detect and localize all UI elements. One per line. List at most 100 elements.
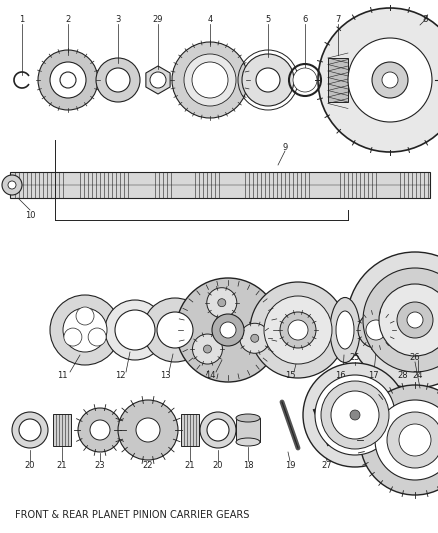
Circle shape [387,412,438,468]
Circle shape [388,318,412,342]
Ellipse shape [336,311,354,349]
Circle shape [251,334,259,342]
Circle shape [331,391,379,439]
Text: 22: 22 [143,461,153,470]
Circle shape [256,68,280,92]
Circle shape [54,66,82,94]
Text: 4: 4 [207,15,212,25]
Ellipse shape [236,414,260,422]
Circle shape [315,375,395,455]
Text: 18: 18 [243,461,253,470]
Circle shape [157,312,193,348]
Circle shape [204,345,212,353]
Circle shape [288,320,308,340]
Circle shape [382,72,398,88]
Text: 5: 5 [265,15,271,25]
Bar [181,414,199,446]
Circle shape [78,408,122,452]
Bar [348,72,356,88]
Circle shape [250,282,346,378]
Circle shape [184,54,236,106]
Circle shape [321,381,389,449]
Circle shape [379,284,438,356]
Text: 6: 6 [302,15,307,25]
Circle shape [106,68,130,92]
Circle shape [218,298,226,306]
Circle shape [242,54,294,106]
Circle shape [393,323,407,337]
Bar [10,172,430,198]
Circle shape [90,420,110,440]
Text: 20: 20 [213,461,223,470]
Circle shape [192,334,223,364]
Text: 15: 15 [285,370,295,379]
Bar [328,58,348,102]
Text: 21: 21 [57,461,67,470]
Circle shape [172,42,248,118]
Circle shape [220,322,236,338]
Circle shape [212,314,244,346]
Text: 1: 1 [19,15,25,25]
Circle shape [176,278,280,382]
Circle shape [38,50,98,110]
Text: 23: 23 [95,461,105,470]
Circle shape [200,412,236,448]
Circle shape [76,307,94,325]
Text: FRONT & REAR PLANET PINION CARRIER GEARS: FRONT & REAR PLANET PINION CARRIER GEARS [15,510,249,520]
Text: 9: 9 [283,143,288,152]
Circle shape [375,400,438,480]
Text: 25: 25 [350,353,360,362]
Circle shape [397,302,433,338]
Circle shape [96,58,140,102]
Circle shape [207,288,237,318]
Text: 10: 10 [25,211,35,220]
Circle shape [372,62,408,98]
Text: 17: 17 [367,370,378,379]
Circle shape [63,308,107,352]
Text: 16: 16 [335,370,345,379]
Text: 28: 28 [398,370,408,379]
Circle shape [118,400,178,460]
Circle shape [150,72,166,88]
Circle shape [293,68,317,92]
Circle shape [303,363,407,467]
Circle shape [366,320,386,340]
Circle shape [12,412,48,448]
Circle shape [190,60,230,100]
Text: C: C [398,327,403,333]
Circle shape [399,424,431,456]
Circle shape [136,418,160,442]
Circle shape [50,62,86,98]
Circle shape [308,404,320,416]
Circle shape [2,175,22,195]
Circle shape [280,312,316,348]
Circle shape [360,385,438,495]
Circle shape [347,252,438,388]
Text: 26: 26 [410,353,420,362]
Text: 19: 19 [285,461,295,470]
Circle shape [105,300,165,360]
Circle shape [358,312,394,348]
Text: 12: 12 [115,370,125,379]
Text: 24: 24 [413,370,423,379]
Circle shape [88,328,106,346]
Circle shape [407,312,423,328]
Text: 13: 13 [160,370,170,379]
Text: 14: 14 [205,370,215,379]
Circle shape [363,268,438,372]
Ellipse shape [330,297,360,362]
Circle shape [192,62,228,98]
Text: 21: 21 [185,461,195,470]
Circle shape [64,328,82,346]
Circle shape [350,410,360,420]
Text: 2: 2 [65,15,71,25]
Circle shape [348,38,432,122]
Circle shape [50,295,120,365]
Text: 8: 8 [422,15,427,25]
Text: 7: 7 [336,15,341,25]
Text: 11: 11 [57,370,67,379]
Circle shape [115,310,155,350]
Polygon shape [146,66,170,94]
Text: 27: 27 [321,461,332,470]
Circle shape [207,419,229,441]
